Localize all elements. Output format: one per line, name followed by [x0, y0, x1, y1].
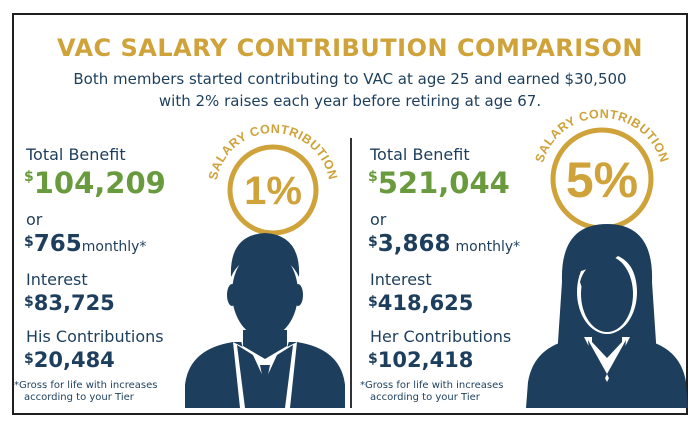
left-contrib-label: His Contributions: [26, 327, 164, 346]
left-interest-amount: 83,725: [33, 291, 115, 315]
left-note-line-1: *Gross for life with increases: [14, 380, 158, 391]
left-contrib-amount: 20,484: [33, 348, 115, 372]
column-divider: [350, 138, 352, 408]
left-total-currency: $: [24, 169, 34, 185]
right-rate: 5%: [566, 152, 638, 208]
left-monthly-value: $765monthly*: [24, 231, 146, 257]
man-avatar-icon: [185, 233, 345, 408]
right-interest-amount: 418,625: [377, 291, 474, 315]
left-total-benefit-value: $104,209: [24, 166, 166, 200]
left-interest-currency: $: [24, 294, 34, 310]
right-total-amount: 521,044: [377, 166, 510, 200]
left-note-line-2: according to your Tier: [24, 392, 134, 403]
left-or-label: or: [26, 210, 43, 229]
left-salary-contribution-badge: SALARY CONTRIBUTION 1%: [206, 122, 340, 236]
left-monthly-amount: 765: [33, 231, 82, 257]
left-total-benefit-label: Total Benefit: [26, 145, 126, 164]
left-contrib-value: $20,484: [24, 348, 115, 372]
right-contrib-value: $102,418: [368, 348, 473, 372]
right-total-benefit-value: $521,044: [368, 166, 510, 200]
right-note: *Gross for life with increases according …: [360, 380, 503, 404]
right-contrib-label: Her Contributions: [370, 327, 512, 346]
right-salary-contribution-badge: SALARY CONTRIBUTION 5%: [532, 107, 671, 231]
left-contrib-currency: $: [24, 351, 34, 367]
left-note: *Gross for life with increases according …: [14, 380, 157, 404]
left-badge-ring: [227, 144, 319, 236]
right-monthly-value: $3,868 monthly*: [368, 231, 520, 257]
left-monthly-currency: $: [24, 234, 34, 250]
right-monthly-label: monthly*: [455, 239, 521, 255]
left-monthly-label: monthly*: [81, 239, 147, 255]
right-contrib-amount: 102,418: [377, 348, 474, 372]
right-total-currency: $: [368, 169, 378, 185]
left-interest-label: Interest: [26, 270, 88, 289]
infographic-frame: [12, 13, 688, 415]
right-note-line-1: *Gross for life with increases: [360, 380, 504, 391]
right-total-benefit-label: Total Benefit: [370, 145, 470, 164]
right-interest-currency: $: [368, 294, 378, 310]
right-interest-label: Interest: [370, 270, 432, 289]
right-monthly-amount: 3,868: [377, 231, 451, 257]
left-interest-value: $83,725: [24, 291, 115, 315]
subtitle-line-2: with 2% raises each year before retiring…: [158, 92, 542, 110]
left-rate: 1%: [244, 169, 302, 213]
right-interest-value: $418,625: [368, 291, 473, 315]
right-contrib-currency: $: [368, 351, 378, 367]
subtitle-line-1: Both members started contributing to VAC…: [73, 70, 627, 88]
right-or-label: or: [370, 210, 387, 229]
left-total-amount: 104,209: [33, 166, 166, 200]
woman-avatar-icon: [526, 224, 688, 408]
page-title: VAC SALARY CONTRIBUTION COMPARISON: [57, 34, 643, 62]
right-monthly-currency: $: [368, 234, 378, 250]
right-note-line-2: according to your Tier: [370, 392, 480, 403]
